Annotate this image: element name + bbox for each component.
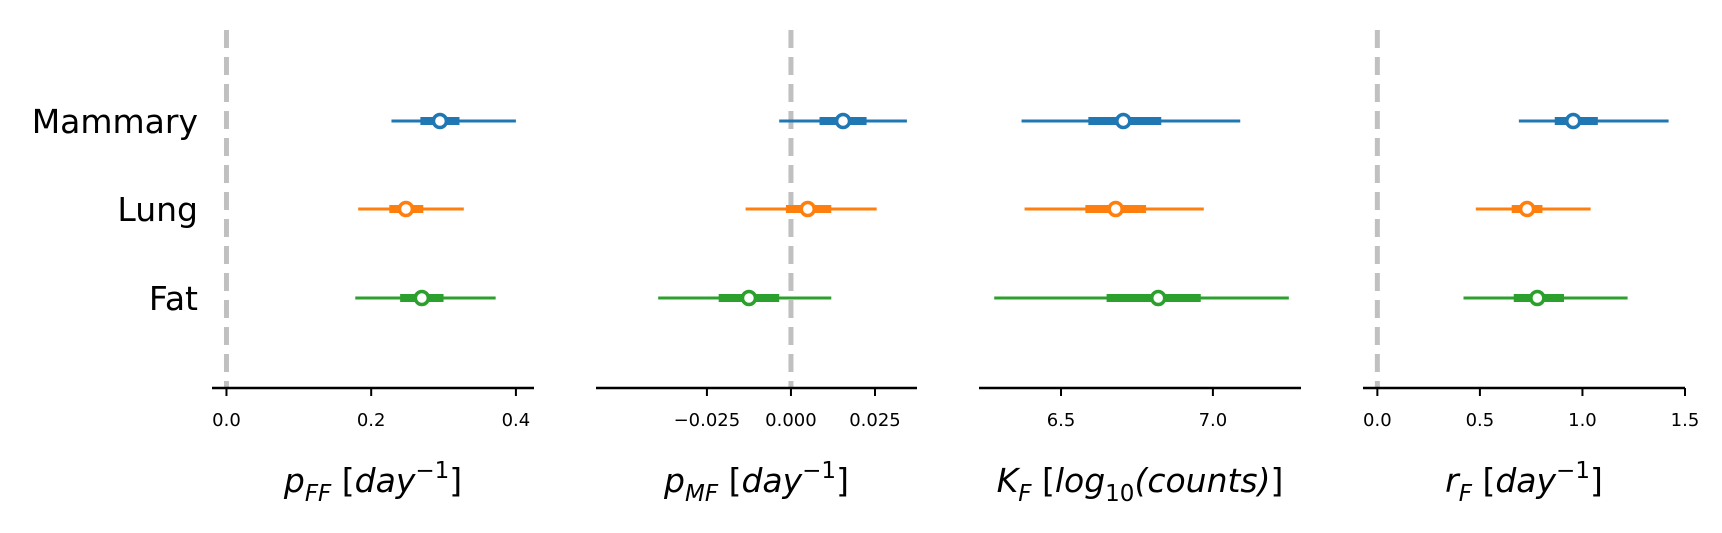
x-tick-label-rF-0: 0.0 bbox=[1363, 410, 1392, 431]
mean-point-KF-fat bbox=[1149, 289, 1167, 307]
panel-rF: 0.0 0.5 1.0 1.5 rF [day−1] bbox=[1363, 30, 1699, 507]
x-axis-label-base: r bbox=[1445, 461, 1461, 500]
mean-point-rF-mammary bbox=[1564, 112, 1582, 130]
x-axis-label-base: p bbox=[663, 461, 685, 500]
x-axis-label-pMF: pMF [day−1] bbox=[663, 458, 849, 507]
mean-point-KF-lung bbox=[1107, 200, 1124, 218]
panel-pFF: 0.0 0.2 0.4 pFF [day−1] bbox=[212, 30, 534, 507]
mean-point-pFF-mammary bbox=[431, 112, 449, 130]
x-axis-label-sup: −1 bbox=[1556, 458, 1590, 484]
x-axis-label-unit-pre: [ bbox=[1031, 461, 1054, 500]
x-axis-label-KF: KF [log10(counts)] bbox=[997, 461, 1284, 507]
x-tick-label-rF-3: 1.5 bbox=[1671, 410, 1700, 431]
x-axis-label-sub: F bbox=[1459, 481, 1473, 507]
x-tick-label-pMF-1: 0.000 bbox=[765, 410, 817, 431]
x-axis-label-unit-sub: 10 bbox=[1105, 481, 1134, 507]
x-axis-label-unit-it: day bbox=[1495, 461, 1556, 500]
mean-point-pFF-fat bbox=[413, 289, 431, 307]
mean-point-pMF-fat bbox=[740, 289, 758, 307]
panel-KF: 6.5 7.0 KF [log10(counts)] bbox=[979, 112, 1301, 507]
x-axis-label-unit-pre: [ bbox=[331, 461, 354, 500]
x-tick-label-rF-2: 1.0 bbox=[1568, 410, 1597, 431]
x-axis-label-base: p bbox=[283, 461, 305, 500]
x-axis-label-unit-it2: (counts) bbox=[1134, 461, 1270, 500]
category-label-mammary: Mammary bbox=[32, 102, 198, 141]
x-axis-label-sup: −1 bbox=[802, 458, 836, 484]
category-label-lung: Lung bbox=[117, 190, 198, 229]
mean-point-rF-lung bbox=[1518, 200, 1536, 218]
x-axis-label-unit-post: ] bbox=[836, 461, 849, 500]
mean-point-pFF-lung bbox=[397, 200, 415, 218]
x-tick-label-pFF-0: 0.0 bbox=[212, 410, 241, 431]
x-axis-label-sub: F bbox=[1018, 481, 1032, 507]
x-tick-label-pFF-1: 0.2 bbox=[357, 410, 386, 431]
mean-point-pMF-mammary bbox=[834, 112, 852, 130]
x-axis-label-unit-it: day bbox=[355, 461, 416, 500]
category-label-fat: Fat bbox=[149, 279, 198, 318]
x-axis-label-sup: −1 bbox=[415, 458, 449, 484]
x-tick-label-KF-1: 7.0 bbox=[1199, 410, 1228, 431]
x-axis-label-rF: rF [day−1] bbox=[1445, 458, 1603, 507]
x-axis-label-unit-it: day bbox=[741, 461, 802, 500]
x-tick-label-rF-1: 0.5 bbox=[1466, 410, 1495, 431]
x-axis-label-unit-it: log bbox=[1055, 461, 1105, 500]
x-axis-label-sub: MF bbox=[685, 481, 719, 507]
panel-pMF: −0.025 0.000 0.025 pMF [day−1] bbox=[596, 30, 917, 507]
mean-point-rF-fat bbox=[1529, 289, 1546, 307]
x-axis-label-unit-pre: [ bbox=[718, 461, 741, 500]
mean-point-pMF-lung bbox=[799, 200, 817, 218]
x-axis-label-unit-post: ] bbox=[1271, 461, 1284, 500]
x-tick-label-KF-0: 6.5 bbox=[1047, 410, 1076, 431]
mean-point-KF-mammary bbox=[1115, 112, 1132, 130]
x-axis-label-base: K bbox=[997, 461, 1021, 500]
x-axis-label-pFF: pFF [day−1] bbox=[283, 458, 462, 507]
x-tick-label-pMF-0: −0.025 bbox=[674, 410, 741, 431]
x-axis-label-unit-pre: [ bbox=[1472, 461, 1495, 500]
x-axis-label-unit-post: ] bbox=[449, 461, 462, 500]
x-tick-label-pMF-2: 0.025 bbox=[849, 410, 901, 431]
x-tick-label-pFF-2: 0.4 bbox=[502, 410, 531, 431]
x-axis-label-sub: FF bbox=[305, 481, 332, 507]
x-axis-label-unit-post: ] bbox=[1590, 461, 1603, 500]
